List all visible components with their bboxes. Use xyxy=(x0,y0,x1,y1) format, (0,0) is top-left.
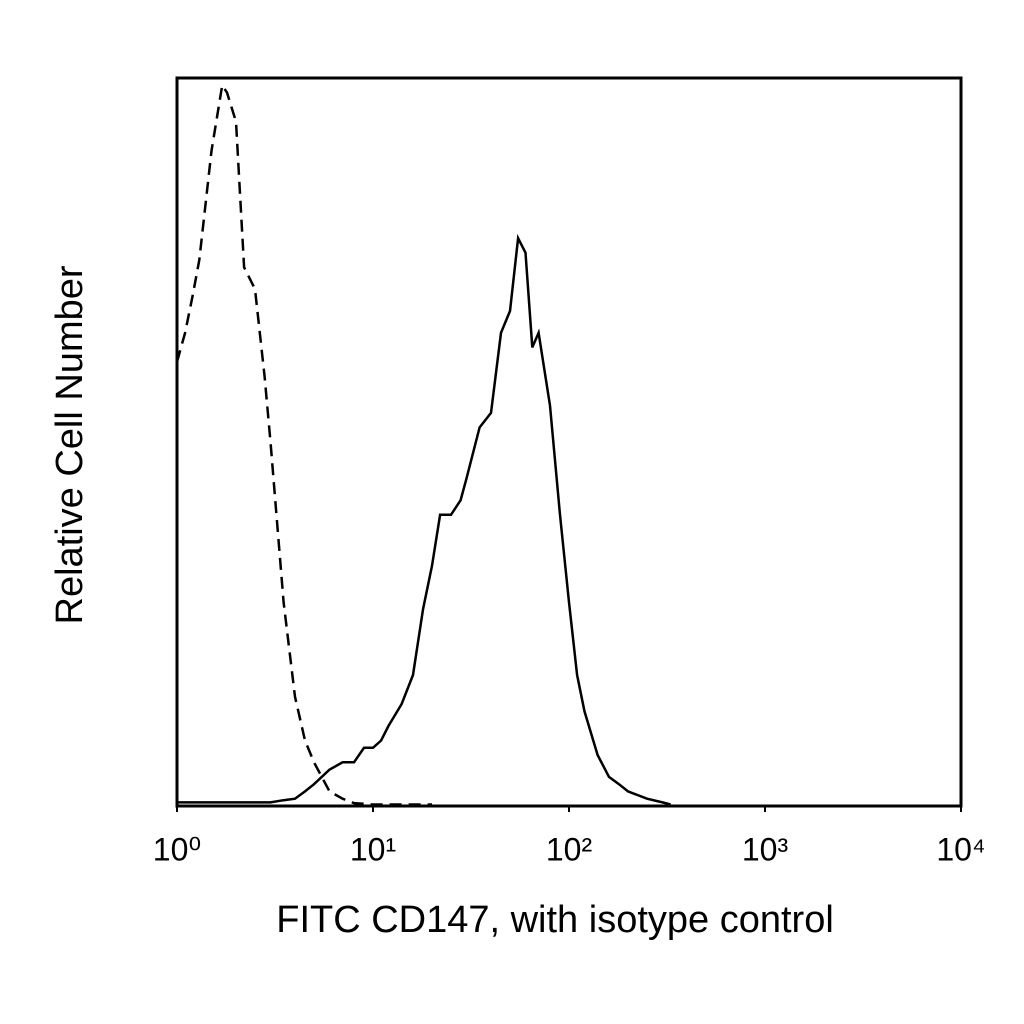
histogram-line xyxy=(175,81,432,806)
x-tick-label: 10³ xyxy=(742,831,789,867)
x-tick-label: 10⁰ xyxy=(153,831,201,867)
y-axis-label: Relative Cell Number xyxy=(49,265,91,624)
histogram-line xyxy=(177,233,671,806)
x-tick-label: 10¹ xyxy=(350,831,396,867)
x-axis-label: FITC CD147, with isotype control xyxy=(276,899,834,941)
x-tick-label: 10⁴ xyxy=(936,831,985,867)
x-tick-label: 10² xyxy=(546,831,593,867)
